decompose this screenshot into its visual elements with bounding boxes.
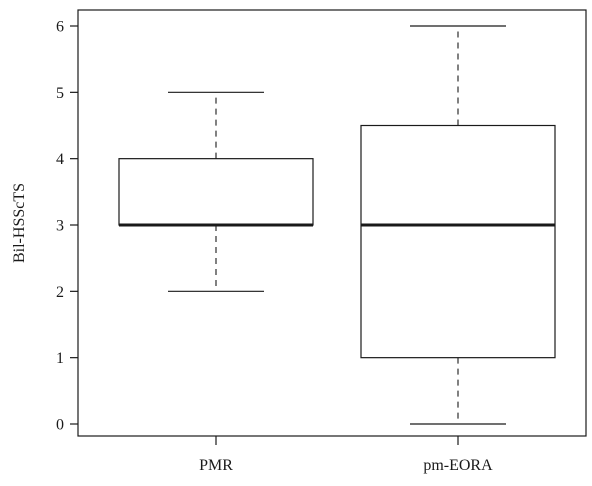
y-tick-label: 1	[56, 350, 64, 367]
plot-frame	[77, 9, 587, 437]
y-tick-label: 5	[56, 85, 64, 102]
y-tick-label: 0	[56, 417, 64, 434]
y-axis-label: Bil-HSScTS	[11, 183, 28, 263]
x-axis: PMR pm-EORA	[199, 436, 493, 474]
y-tick-label: 2	[56, 284, 64, 301]
x-tick-label: pm-EORA	[423, 457, 493, 474]
boxes	[118, 25, 556, 425]
y-axis: 0 1 2 3 4 5 6	[56, 19, 78, 434]
y-tick-label: 6	[56, 19, 64, 36]
box-pm-eora	[360, 25, 556, 425]
box-pmr	[118, 91, 314, 292]
y-tick-label: 3	[56, 218, 64, 235]
iqr-box	[118, 158, 314, 226]
x-tick-label: PMR	[199, 457, 233, 474]
iqr-box	[360, 124, 556, 359]
y-tick-label: 4	[56, 151, 64, 168]
